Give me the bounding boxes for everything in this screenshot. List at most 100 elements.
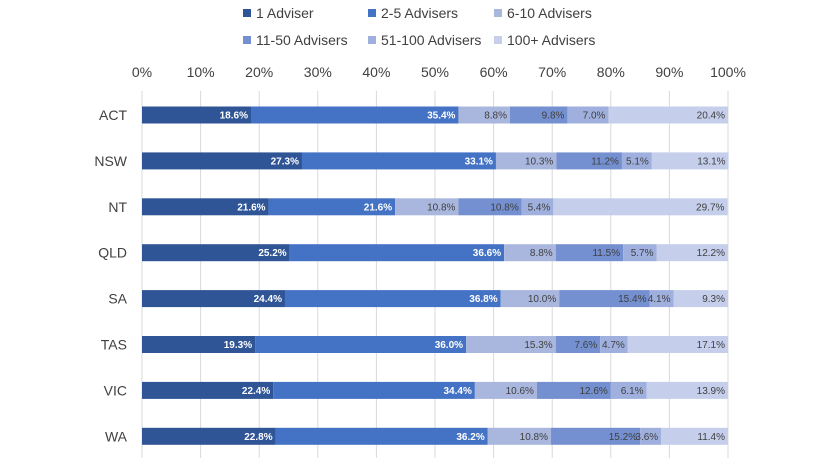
bar-segment — [268, 198, 396, 216]
data-label: 7.0% — [583, 111, 606, 122]
data-label: 4.1% — [648, 294, 671, 305]
bar-segment — [555, 244, 624, 262]
bar-segment — [142, 152, 302, 170]
x-tick-label: 90% — [655, 64, 683, 80]
category-label: WA — [105, 428, 128, 444]
data-label: 24.4% — [254, 294, 282, 305]
bar-segment — [301, 152, 496, 170]
bar-segment — [142, 244, 290, 262]
data-label: 15.2% — [609, 432, 637, 443]
data-label: 27.3% — [271, 156, 299, 167]
data-label: 11.5% — [592, 248, 620, 259]
bar-segment — [250, 106, 459, 124]
bar-segment — [504, 244, 556, 262]
bar-segment — [142, 427, 276, 445]
x-tick-label: 10% — [187, 64, 215, 80]
bar-segment — [621, 152, 652, 170]
bar-segment — [458, 198, 522, 216]
data-label: 12.6% — [579, 386, 607, 397]
bar-segment — [556, 152, 622, 170]
bar-segment — [289, 244, 505, 262]
bar-segment — [255, 336, 467, 353]
bar-segment — [474, 381, 537, 399]
bar-segment — [656, 244, 728, 262]
legend-label: 1 Adviser — [256, 5, 314, 21]
data-label: 8.8% — [484, 111, 507, 122]
bar-segment — [395, 198, 459, 216]
bar-segment — [458, 106, 511, 124]
x-tick-label: 50% — [421, 64, 449, 80]
data-label: 21.6% — [364, 202, 392, 213]
bar-segment — [521, 198, 554, 216]
category-label: ACT — [99, 107, 127, 123]
data-label: 11.2% — [591, 156, 619, 167]
legend-label: 51-100 Advisers — [381, 32, 481, 48]
bar-segment — [284, 290, 501, 308]
x-tick-label: 20% — [245, 64, 273, 80]
data-labels: 18.6% 35.4% 8.8% 9.8% 7.0% 20.4% 27.3% 33.1% 10.… — [220, 111, 726, 443]
bar-segment — [273, 381, 475, 399]
category-label: VIC — [104, 382, 127, 398]
data-label: 10.8% — [520, 432, 548, 443]
bar-segment — [567, 106, 609, 124]
category-label: NT — [108, 199, 127, 215]
bar-segment — [466, 336, 556, 353]
bar-segment — [555, 336, 601, 353]
data-label: 36.8% — [469, 294, 497, 305]
data-label: 6.1% — [621, 386, 644, 397]
bar-segment — [142, 290, 285, 308]
data-label: 10.8% — [427, 202, 455, 213]
bar-segment — [649, 290, 674, 308]
data-label: 10.6% — [506, 386, 534, 397]
data-label: 34.4% — [443, 386, 471, 397]
data-label: 4.7% — [602, 340, 625, 351]
bar-segment — [673, 290, 728, 308]
bar-segment — [487, 427, 552, 445]
x-tick-label: 40% — [362, 64, 390, 80]
bars — [142, 106, 729, 445]
bar-segment — [627, 336, 728, 353]
bar-segment — [142, 198, 269, 216]
legend-swatch — [368, 9, 376, 17]
data-label: 5.4% — [528, 202, 551, 213]
x-tick-label: 60% — [480, 64, 508, 80]
bar-segment — [142, 106, 251, 124]
data-label: 10.3% — [525, 156, 553, 167]
data-label: 15.3% — [524, 340, 552, 351]
x-tick-label: 30% — [304, 64, 332, 80]
bar-segment — [142, 336, 256, 353]
category-label: SA — [108, 291, 127, 307]
legend: 1 Adviser 2-5 Advisers 6-10 Advisers 11-50 … — [243, 5, 595, 48]
data-label: 19.3% — [224, 340, 252, 351]
data-label: 36.0% — [435, 340, 463, 351]
x-tick-label: 70% — [538, 64, 566, 80]
bar-segment — [646, 381, 728, 399]
data-label: 10.0% — [528, 294, 556, 305]
bar-segment — [559, 290, 650, 308]
legend-swatch — [243, 36, 251, 44]
data-label: 36.2% — [456, 432, 484, 443]
data-label: 9.8% — [542, 111, 565, 122]
bar-segment — [510, 106, 568, 124]
x-tick-label: 0% — [132, 64, 152, 80]
category-label: QLD — [98, 245, 127, 261]
legend-label: 11-50 Advisers — [256, 32, 348, 48]
category-label: NSW — [94, 153, 127, 169]
data-label: 17.1% — [697, 340, 725, 351]
legend-label: 100+ Advisers — [507, 32, 595, 48]
bar-segment — [553, 198, 728, 216]
data-label: 10.8% — [490, 202, 518, 213]
data-label: 29.7% — [696, 202, 724, 213]
x-tick-label: 100% — [710, 64, 746, 80]
bar-segment — [608, 106, 728, 124]
bar-segment — [623, 244, 657, 262]
data-label: 25.2% — [258, 248, 286, 259]
data-label: 13.1% — [697, 156, 725, 167]
data-label: 15.4% — [618, 294, 646, 305]
data-label: 3.6% — [635, 432, 658, 443]
bar-segment — [651, 152, 729, 170]
legend-swatch — [368, 36, 376, 44]
legend-swatch — [243, 9, 251, 17]
legend-label: 2-5 Advisers — [381, 5, 458, 21]
